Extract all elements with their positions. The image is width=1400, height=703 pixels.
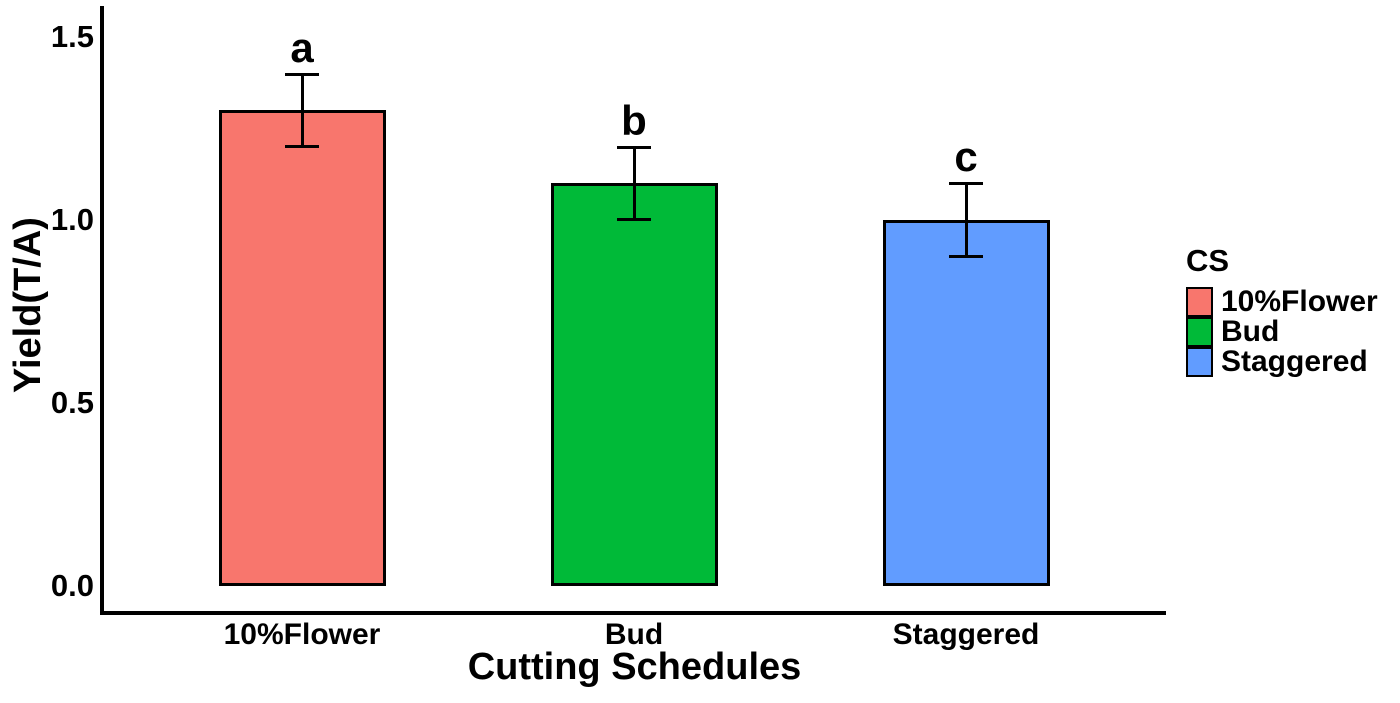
legend-entry: Staggered bbox=[1186, 347, 1378, 377]
significance-letter: c bbox=[954, 133, 978, 181]
legend-swatch bbox=[1186, 287, 1213, 317]
error-bar-line bbox=[300, 73, 304, 147]
legend-swatch bbox=[1186, 317, 1213, 347]
legend-entries: 10%Flower Bud Staggered bbox=[1186, 287, 1378, 377]
error-bar-cap-top bbox=[949, 182, 983, 186]
x-tick-label: 10%Flower bbox=[223, 618, 381, 651]
legend-entry: 10%Flower bbox=[1186, 287, 1378, 317]
significance-letter: a bbox=[290, 23, 314, 71]
y-axis-line bbox=[100, 6, 104, 615]
y-tick-label: 1.0 bbox=[50, 202, 94, 237]
bar bbox=[218, 110, 386, 586]
error-bar-cap-top bbox=[285, 72, 319, 76]
legend-label: 10%Flower bbox=[1221, 285, 1378, 318]
error-bar-cap-bottom bbox=[949, 254, 983, 258]
legend-label: Bud bbox=[1221, 315, 1280, 348]
y-tick-label: 0.5 bbox=[50, 385, 94, 420]
significance-letter: b bbox=[621, 96, 647, 144]
y-tick-label: 1.5 bbox=[50, 19, 94, 54]
x-tick-label: Bud bbox=[604, 618, 664, 651]
error-bar-cap-top bbox=[617, 145, 651, 149]
bar bbox=[550, 183, 718, 586]
x-axis-line bbox=[100, 611, 1166, 615]
error-bar-line bbox=[964, 183, 968, 257]
legend-swatch bbox=[1186, 347, 1213, 377]
legend: CS 10%Flower Bud Staggered bbox=[1186, 243, 1378, 377]
x-tick-label: Staggered bbox=[892, 618, 1040, 651]
bar bbox=[882, 220, 1050, 586]
legend-entry: Bud bbox=[1186, 317, 1378, 347]
error-bar-cap-bottom bbox=[617, 218, 651, 221]
legend-title: CS bbox=[1186, 243, 1230, 278]
x-axis-title: Cutting Schedules bbox=[467, 646, 802, 688]
error-bar-line bbox=[632, 146, 636, 220]
legend-label: Staggered bbox=[1221, 345, 1368, 378]
error-bar-cap-bottom bbox=[285, 144, 319, 148]
y-tick-label: 0.0 bbox=[50, 568, 94, 603]
